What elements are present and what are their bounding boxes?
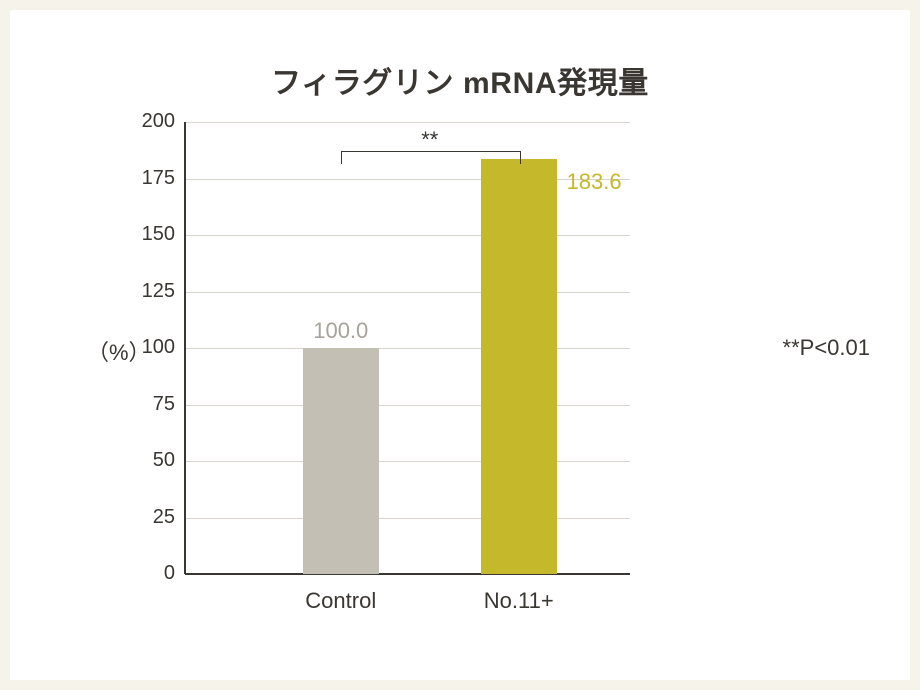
y-tick-label: 75 xyxy=(125,393,175,416)
significance-annotation: **P<0.01 xyxy=(783,335,870,361)
category-label-treatment: No.11+ xyxy=(439,588,599,614)
y-tick-label: 100 xyxy=(125,336,175,359)
y-tick-label: 175 xyxy=(125,167,175,190)
chart-panel: フィラグリン mRNA発現量 （%） **P<0.01 025507510012… xyxy=(10,10,910,680)
y-axis-line xyxy=(184,122,186,574)
y-tick-label: 200 xyxy=(125,110,175,133)
x-axis-line xyxy=(185,573,630,575)
y-tick-label: 125 xyxy=(125,280,175,303)
gridline xyxy=(185,348,630,349)
bar-treatment xyxy=(481,159,557,574)
significance-stars: ** xyxy=(400,127,460,153)
gridline xyxy=(185,518,630,519)
gridline xyxy=(185,122,630,123)
plot-area: 0255075100125150175200100.0Control183.6N… xyxy=(185,122,630,574)
bar-value-control: 100.0 xyxy=(301,318,381,344)
bar-control xyxy=(303,348,379,574)
gridline xyxy=(185,461,630,462)
y-tick-label: 0 xyxy=(125,562,175,585)
gridline xyxy=(185,179,630,180)
gridline xyxy=(185,405,630,406)
gridline xyxy=(185,292,630,293)
y-tick-label: 25 xyxy=(125,506,175,529)
category-label-control: Control xyxy=(261,588,421,614)
y-tick-label: 150 xyxy=(125,223,175,246)
outer-frame: フィラグリン mRNA発現量 （%） **P<0.01 025507510012… xyxy=(0,0,920,690)
y-tick-label: 50 xyxy=(125,449,175,472)
bar-value-treatment: 183.6 xyxy=(567,169,622,195)
chart-title: フィラグリン mRNA発現量 xyxy=(10,58,910,102)
gridline xyxy=(185,235,630,236)
